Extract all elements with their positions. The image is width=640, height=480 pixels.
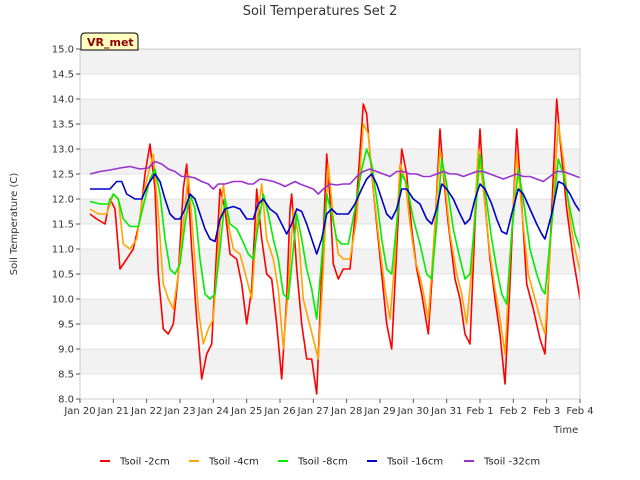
chart-title: Soil Temperatures Set 2: [243, 4, 398, 19]
y-tick-label: 10.0: [52, 295, 74, 306]
y-tick-label: 11.5: [52, 220, 74, 231]
series-line-tsoil-8cm: [89, 148, 580, 320]
x-tick-label: Feb 1: [466, 406, 493, 417]
x-tick-label: Jan 20: [63, 406, 95, 417]
grid-band: [80, 374, 580, 399]
axes-layer: 8.0 8.5 9.0 9.5 10.0 10.5 11.0 11.5 12.0 12.5 13.0…: [52, 45, 594, 418]
y-axis-title: Soil Temperature (C): [9, 173, 20, 276]
legend-label: Tsoil -32cm: [483, 457, 540, 468]
series-line-tsoil-32cm: [89, 160, 580, 195]
x-tick-label: Feb 3: [533, 406, 560, 417]
y-tick-label: 9.5: [58, 320, 74, 331]
grid-band: [80, 224, 580, 249]
series-line-tsoil-2cm: [89, 98, 580, 395]
y-tick-label: 14.5: [52, 70, 74, 81]
legend-item: Tsoil -8cm: [278, 457, 348, 468]
x-tick-label: Jan 30: [397, 406, 429, 417]
legend-item: Tsoil -32cm: [464, 457, 540, 468]
y-tick-label: 9.0: [58, 345, 74, 356]
grid-band: [80, 49, 580, 74]
plot-area: [80, 48, 580, 400]
y-tick-label: 12.5: [52, 170, 74, 181]
grid-band: [80, 74, 580, 99]
x-tick-label: Feb 4: [566, 406, 593, 417]
grid-band: [80, 149, 580, 174]
y-tick-label: 13.0: [52, 145, 74, 156]
y-tick-label: 10.5: [52, 270, 74, 281]
x-tick-label: Jan 25: [230, 406, 262, 417]
x-tick-label: Jan 21: [97, 406, 129, 417]
legend-label: Tsoil -16cm: [386, 457, 443, 468]
site-badge-label: VR_met: [87, 36, 134, 49]
grid-band: [80, 274, 580, 299]
y-tick-label: 14.0: [52, 95, 74, 106]
legend-item: Tsoil -4cm: [189, 457, 259, 468]
legend-item: Tsoil -2cm: [100, 457, 170, 468]
grid-band: [80, 99, 580, 124]
x-tick-label: Jan 26: [263, 406, 295, 417]
series-layer: [89, 98, 580, 395]
x-tick-label: Jan 23: [163, 406, 195, 417]
y-tick-label: 13.5: [52, 120, 74, 131]
x-axis-title: Time: [553, 425, 578, 436]
x-tick-label: Jan 22: [130, 406, 162, 417]
legend: Tsoil -2cm Tsoil -4cm Tsoil -8cm Tsoil -16c…: [100, 457, 540, 468]
x-tick-label: Jan 31: [430, 406, 462, 417]
y-tick-label: 8.5: [58, 370, 74, 381]
x-tick-label: Jan 24: [197, 406, 229, 417]
legend-label: Tsoil -2cm: [119, 457, 170, 468]
legend-label: Tsoil -8cm: [297, 457, 348, 468]
legend-label: Tsoil -4cm: [208, 457, 259, 468]
grid-band: [80, 249, 580, 274]
series-line-tsoil-4cm: [89, 123, 580, 360]
grid-band: [80, 299, 580, 324]
x-tick-label: Jan 27: [297, 406, 329, 417]
x-tick-label: Jan 29: [363, 406, 395, 417]
grid-band: [80, 124, 580, 149]
x-tick-label: Feb 2: [500, 406, 527, 417]
legend-item: Tsoil -16cm: [367, 457, 443, 468]
y-tick-label: 15.0: [52, 45, 74, 56]
site-badge: VR_met: [80, 32, 139, 51]
x-tick-label: Jan 28: [330, 406, 362, 417]
y-tick-label: 11.0: [52, 245, 74, 256]
y-tick-label: 12.0: [52, 195, 74, 206]
y-tick-label: 8.0: [58, 395, 74, 406]
series-line-tsoil-16cm: [90, 173, 580, 255]
grid-band: [80, 349, 580, 374]
